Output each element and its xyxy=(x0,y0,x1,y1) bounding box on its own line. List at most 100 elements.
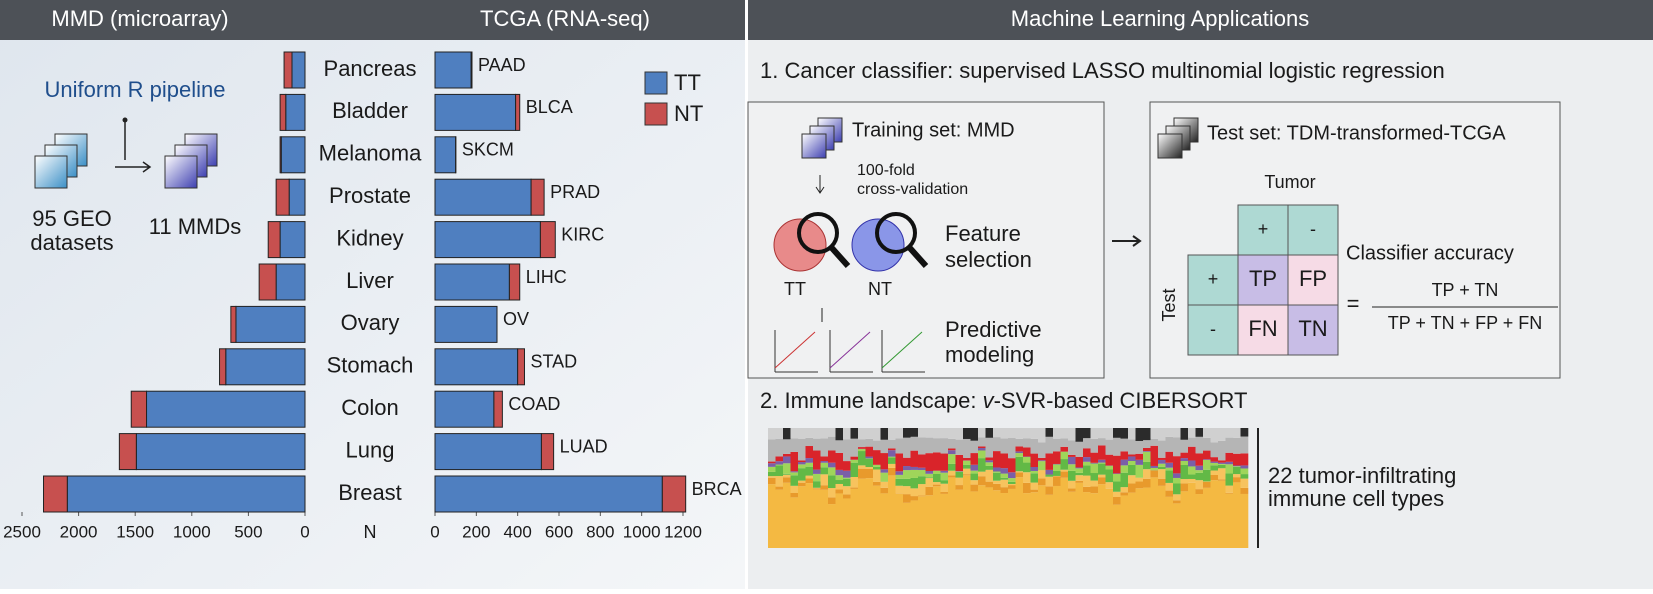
immune-segment xyxy=(1188,474,1196,479)
immune-segment xyxy=(1233,438,1241,454)
cv-label: cross-validation xyxy=(857,181,968,198)
cell: FP xyxy=(1299,266,1327,291)
immune-segment xyxy=(851,439,859,457)
immune-segment xyxy=(956,490,964,548)
immune-segment xyxy=(896,428,904,439)
immune-segment xyxy=(888,428,896,440)
x-tick-label: 800 xyxy=(586,522,614,541)
immune-segment xyxy=(836,440,844,453)
immune-segment xyxy=(858,479,866,548)
immune-segment xyxy=(866,458,874,459)
immune-segment xyxy=(978,485,986,548)
test-label: Test set: TDM-transformed-TCGA xyxy=(1207,122,1506,144)
immune-segment xyxy=(1023,493,1031,548)
immune-segment xyxy=(1136,478,1144,482)
immune-segment xyxy=(1196,480,1204,489)
immune-segment xyxy=(851,477,859,488)
immune-segment xyxy=(783,463,791,474)
immune-segment xyxy=(866,459,874,467)
numerator: TP + TN xyxy=(1432,280,1499,300)
immune-segment xyxy=(941,484,949,492)
immune-segment xyxy=(881,482,889,488)
immune-segment xyxy=(956,428,964,440)
immune-segment xyxy=(911,470,919,478)
immune-segment xyxy=(933,474,941,482)
immune-segment xyxy=(1061,459,1069,470)
cv-label: 100-fold xyxy=(857,162,915,179)
immune-segment xyxy=(1196,428,1204,437)
bar-segment xyxy=(516,94,520,130)
feature-label: selection xyxy=(945,247,1032,272)
immune-segment xyxy=(1128,428,1136,440)
immune-segment xyxy=(843,498,851,548)
immune-segment xyxy=(948,450,956,454)
immune-segment xyxy=(813,488,821,489)
immune-segment xyxy=(1211,442,1219,457)
immune-segment xyxy=(1061,478,1069,548)
immune-segment xyxy=(1241,437,1249,454)
bar-segment xyxy=(276,264,305,300)
immune-segment xyxy=(1068,464,1076,471)
immune-segment xyxy=(768,467,776,472)
bar-segment xyxy=(292,52,305,88)
immune-segment xyxy=(806,467,814,476)
panel-title: Machine Learning Applications xyxy=(1011,6,1309,31)
category-label: STAD xyxy=(530,352,577,372)
immune-segment xyxy=(828,428,836,437)
immune-segment xyxy=(1031,473,1039,482)
immune-segment xyxy=(918,468,926,470)
immune-segment xyxy=(1113,505,1121,548)
bar-segment xyxy=(119,434,136,470)
group-label: TT xyxy=(784,279,806,299)
bar-segment xyxy=(268,222,280,258)
immune-segment xyxy=(791,486,799,493)
x-tick-label: 600 xyxy=(545,522,573,541)
immune-segment xyxy=(1083,487,1091,492)
immune-segment xyxy=(1038,428,1046,442)
immune-segment xyxy=(1053,471,1061,476)
immune-segment xyxy=(1181,465,1189,479)
immune-segment xyxy=(1098,464,1106,475)
immune-segment xyxy=(1016,457,1024,471)
immune-segment xyxy=(1016,472,1024,477)
immune-segment xyxy=(971,465,979,471)
immune-segment xyxy=(1053,464,1061,471)
feature-label: Feature xyxy=(945,221,1021,246)
immune-segment xyxy=(963,465,971,469)
immune-segment xyxy=(1218,441,1226,460)
immune-segment xyxy=(956,478,964,485)
immune-segment xyxy=(1113,456,1121,474)
immune-segment xyxy=(843,471,851,478)
immune-segment xyxy=(918,496,926,548)
x-tick-label: 2000 xyxy=(60,522,98,541)
immune-segment xyxy=(933,428,941,438)
x-tick-label: 500 xyxy=(234,522,262,541)
immune-segment xyxy=(1128,454,1136,456)
bar-segment xyxy=(662,476,685,512)
immune-segment xyxy=(1083,428,1091,438)
immune-segment xyxy=(821,456,829,461)
bar-segment xyxy=(518,349,525,385)
immune-segment xyxy=(776,439,784,457)
immune-segment xyxy=(926,478,934,487)
immune-segment xyxy=(1158,486,1166,548)
immune-segment xyxy=(798,468,806,480)
cell: FN xyxy=(1248,316,1277,341)
denominator: TP + TN + FP + FN xyxy=(1388,313,1543,333)
category-label: PAAD xyxy=(478,55,526,75)
immune-segment xyxy=(836,453,844,470)
immune-segment xyxy=(1203,459,1211,460)
immune-segment xyxy=(888,457,896,458)
immune-segment xyxy=(858,469,866,479)
immune-segment xyxy=(1241,479,1249,488)
immune-segment xyxy=(903,494,911,503)
immune-segment xyxy=(1128,493,1136,548)
immune-segment xyxy=(1121,492,1129,495)
immune-segment xyxy=(926,453,934,471)
immune-segment xyxy=(806,476,814,479)
immune-segment xyxy=(941,473,949,480)
immune-segment xyxy=(1106,440,1114,455)
immune-segment xyxy=(828,437,836,451)
immune-segment xyxy=(866,469,874,478)
bar-segment xyxy=(435,137,456,173)
